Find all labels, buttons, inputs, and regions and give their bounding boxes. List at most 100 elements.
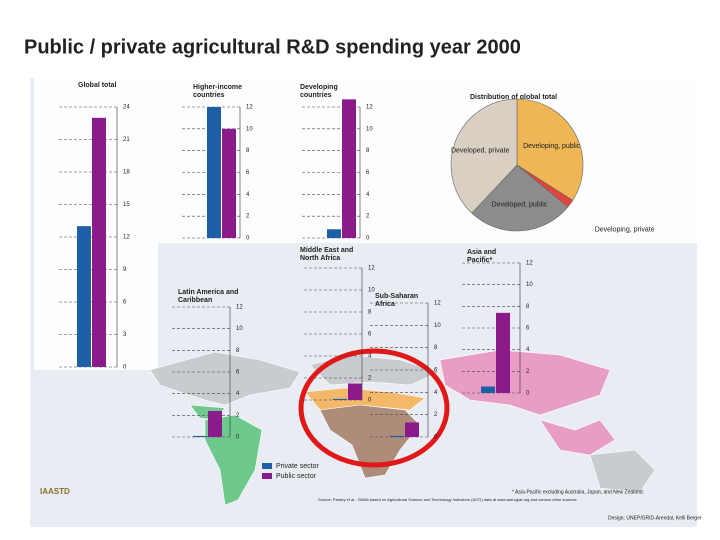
y-tick-label: 2 <box>236 413 240 419</box>
bar <box>496 312 510 393</box>
y-tick-label: 10 <box>526 282 533 288</box>
bar <box>348 383 362 400</box>
bar <box>222 128 236 238</box>
y-tick-label: 0 <box>526 391 530 397</box>
y-tick-label: 4 <box>236 391 240 397</box>
bar <box>390 435 404 437</box>
y-tick-label: 8 <box>368 310 372 316</box>
slide-title: Public / private agricultural R&D spendi… <box>24 36 521 58</box>
bar <box>481 386 495 393</box>
slice-label: Developing, public <box>523 143 581 150</box>
chart-title: Global total <box>78 82 117 89</box>
design-credit: Design: UNEP/GRID-Arendal, Kelli Berger <box>608 515 702 521</box>
bar <box>77 226 91 367</box>
pie-slice <box>471 164 569 232</box>
y-tick-label: 8 <box>366 148 370 154</box>
chart-title: Africa <box>375 301 395 308</box>
y-tick-label: 4 <box>366 192 370 198</box>
y-tick-label: 21 <box>123 137 130 143</box>
chart-title: Caribbean <box>178 297 212 304</box>
y-tick-label: 6 <box>236 370 240 376</box>
y-tick-label: 10 <box>366 126 373 132</box>
pie-slice <box>450 98 518 214</box>
y-tick-label: 12 <box>526 261 533 267</box>
y-tick-label: 8 <box>526 304 530 310</box>
chart-title: Middle East and <box>300 247 353 254</box>
y-tick-label: 18 <box>123 170 130 176</box>
y-tick-label: 6 <box>123 300 127 306</box>
panel <box>158 78 697 243</box>
y-tick-label: 12 <box>246 105 253 111</box>
chart-title: countries <box>300 92 332 99</box>
chart-title: Pacific* <box>467 257 493 264</box>
highlight-ellipse <box>298 348 450 468</box>
y-tick-label: 15 <box>123 202 130 208</box>
y-tick-label: 9 <box>123 267 127 273</box>
y-tick-label: 10 <box>236 326 243 332</box>
chart-title: Asia and <box>467 249 496 256</box>
y-tick-label: 2 <box>246 214 250 220</box>
legend-label: Public sector <box>276 473 317 480</box>
y-tick-label: 2 <box>366 214 370 220</box>
bar <box>342 99 356 238</box>
y-tick-label: 8 <box>236 348 240 354</box>
bar <box>92 117 106 367</box>
slice-label: Developed, public <box>492 201 548 208</box>
source-box: Source: Pardey et al., 2006b based on Ag… <box>318 497 578 502</box>
chart-title: North Africa <box>300 255 340 262</box>
y-tick-label: 0 <box>236 435 240 441</box>
y-tick-label: 12 <box>123 235 130 241</box>
chart-title: Latin America and <box>178 289 238 296</box>
y-tick-label: 4 <box>434 390 438 396</box>
legend: Private sector Public sector <box>262 463 319 480</box>
y-tick-label: 4 <box>526 347 530 353</box>
y-tick-label: 3 <box>123 332 127 338</box>
logo: IAASTD <box>40 487 70 496</box>
y-tick-label: 4 <box>368 354 372 360</box>
slice-label: Developing, private <box>595 226 655 233</box>
bar <box>193 435 207 437</box>
y-tick-label: 12 <box>366 105 373 111</box>
source: Source: Pardey et al., 2006b based on Ag… <box>318 497 578 502</box>
y-tick-label: 0 <box>123 365 127 371</box>
y-tick-label: 2 <box>434 412 438 418</box>
legend-swatch <box>262 463 272 469</box>
footnote: * Asia-Pacific excluding Australia, Japa… <box>512 489 644 495</box>
y-tick-label: 2 <box>526 369 530 375</box>
y-tick-label: 6 <box>246 170 250 176</box>
chart-title: countries <box>193 92 225 99</box>
y-tick-label: 10 <box>434 323 441 329</box>
chart-title: Developing <box>300 84 338 91</box>
bar <box>333 398 347 400</box>
bar <box>207 107 221 238</box>
y-tick-label: 0 <box>434 435 438 441</box>
y-tick-label: 12 <box>236 305 243 311</box>
bar <box>405 422 419 437</box>
legend-label: Private sector <box>276 463 319 470</box>
chart-title: Sub-Saharan <box>375 293 418 300</box>
chart-title: Higher-income <box>193 84 242 91</box>
y-tick-label: 6 <box>368 332 372 338</box>
bar <box>208 411 222 437</box>
y-tick-label: 6 <box>366 170 370 176</box>
y-tick-label: 24 <box>123 105 130 111</box>
y-tick-label: 4 <box>246 192 250 198</box>
y-tick-label: 0 <box>366 236 370 242</box>
y-tick-label: 2 <box>368 376 372 382</box>
y-tick-label: 12 <box>368 266 375 272</box>
y-tick-label: 10 <box>246 126 253 132</box>
y-tick-label: 10 <box>368 288 375 294</box>
y-tick-label: 6 <box>434 368 438 374</box>
legend-swatch <box>262 473 272 479</box>
slice-label: Developed, private <box>451 147 509 154</box>
chart-title: Distribution of global total <box>470 94 557 101</box>
y-tick-label: 12 <box>434 301 441 307</box>
y-tick-label: 0 <box>246 236 250 242</box>
pie-slice <box>516 98 584 201</box>
y-tick-label: 6 <box>526 326 530 332</box>
y-tick-label: 0 <box>368 398 372 404</box>
y-tick-label: 8 <box>246 148 250 154</box>
bar <box>327 229 341 238</box>
y-tick-label: 8 <box>434 345 438 351</box>
